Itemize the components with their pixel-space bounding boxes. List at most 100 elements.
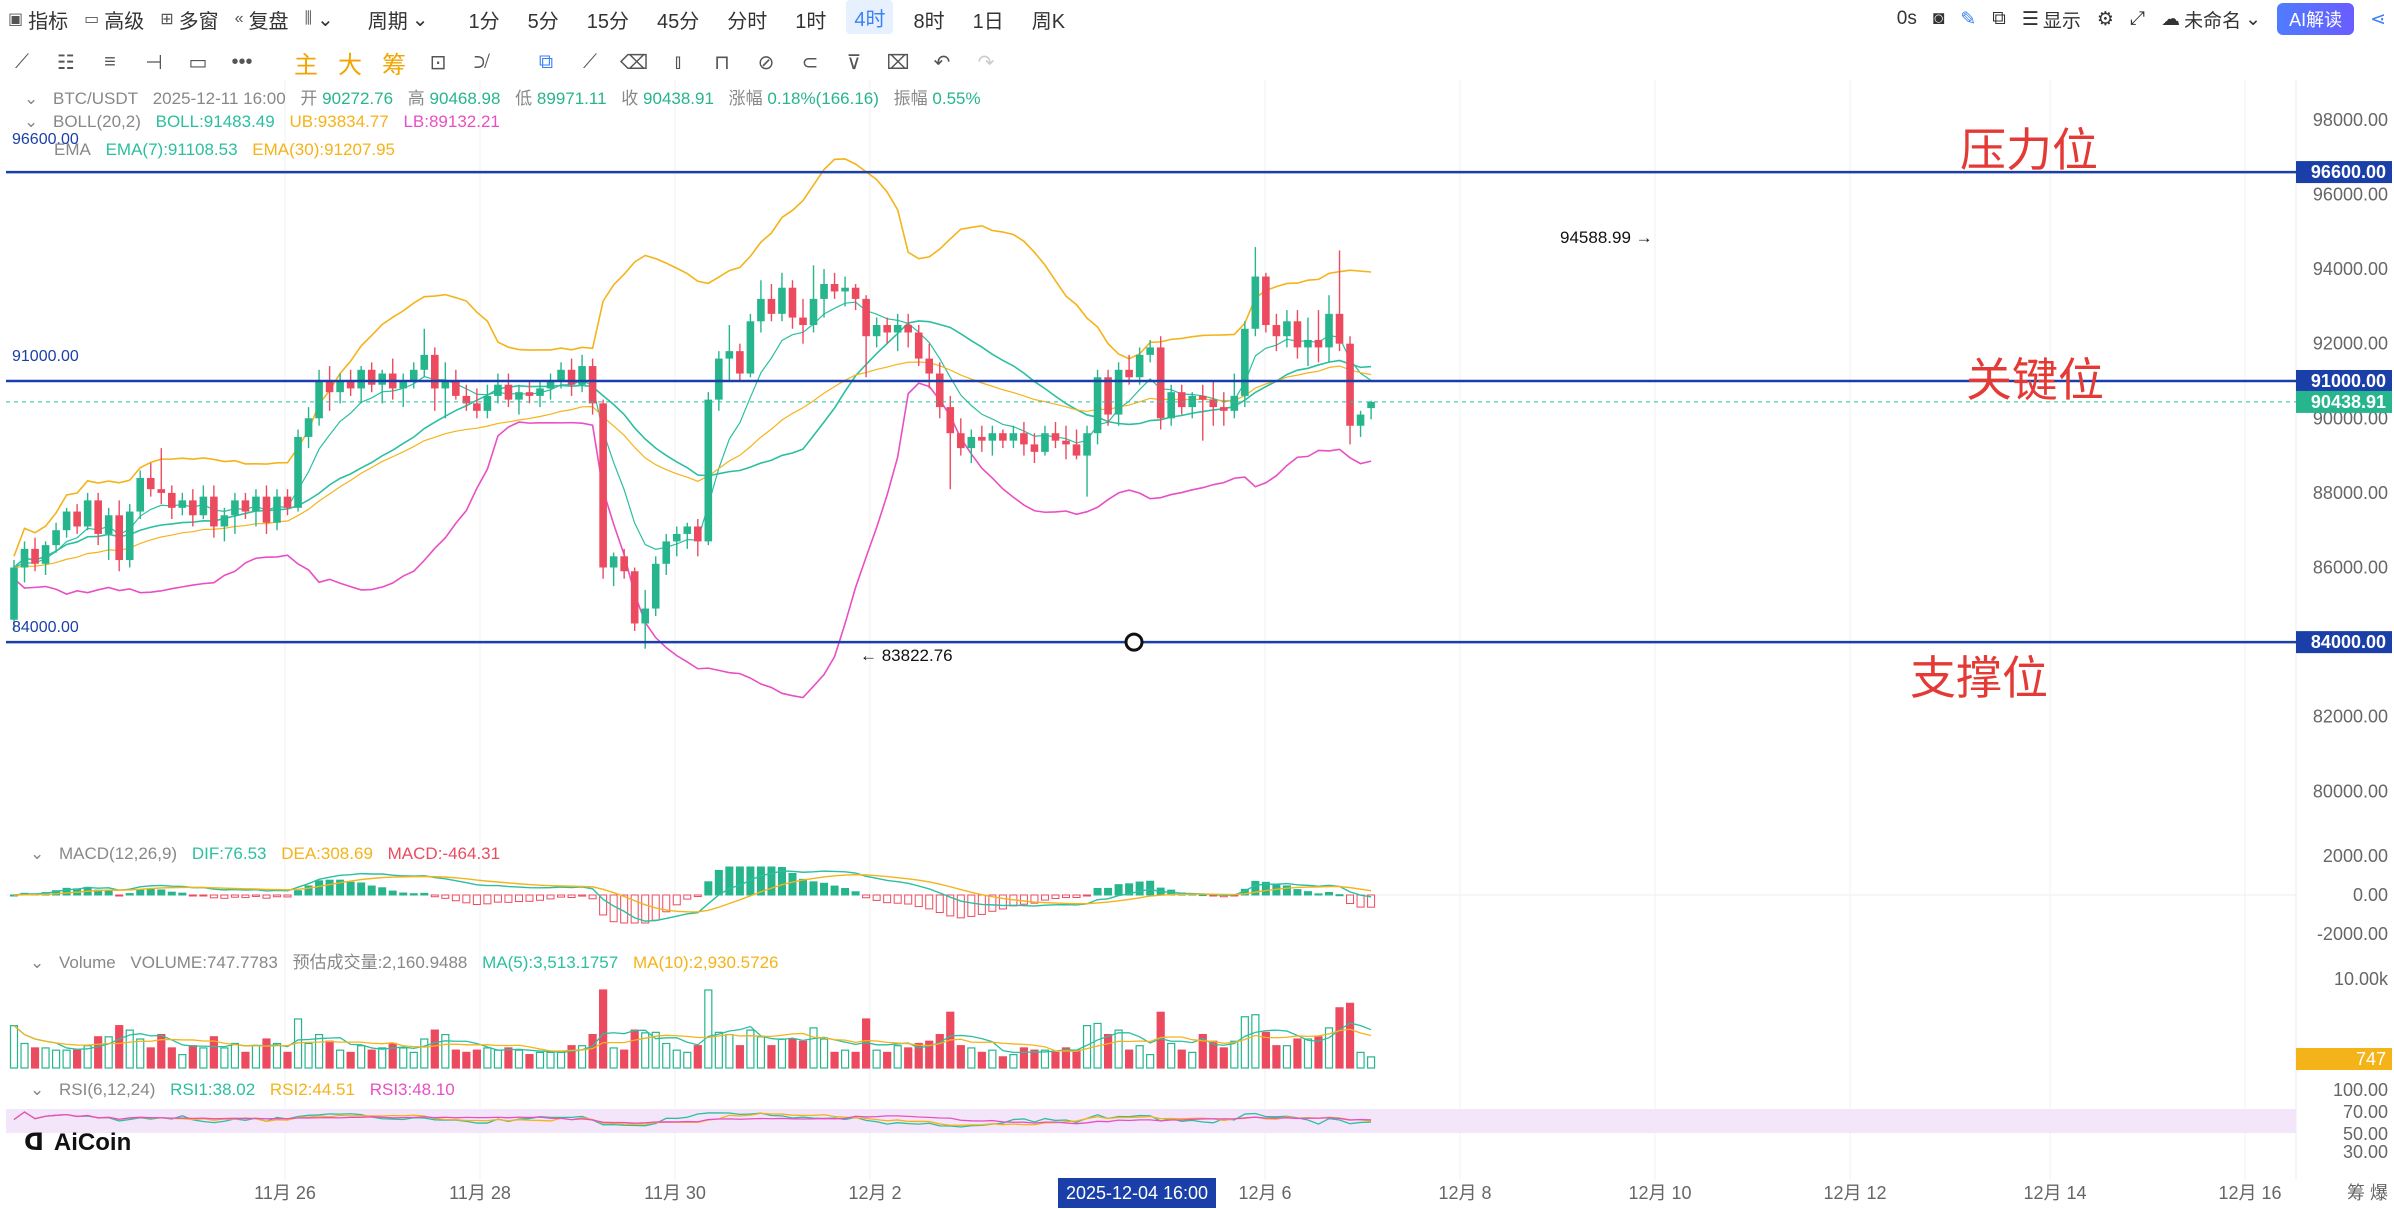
line-tool-icon[interactable]: ⟋ (15, 50, 29, 73)
volume-bar (998, 1056, 1007, 1069)
chart-type-button[interactable]: ⫼ ⌄ (297, 0, 342, 38)
volume-bar (788, 1038, 797, 1069)
volume-bar (1219, 1047, 1228, 1069)
candle-body (231, 500, 239, 516)
period-tab[interactable]: 45分 (656, 10, 700, 33)
alert-icon[interactable]: ⊘ (757, 51, 775, 74)
eraser-icon[interactable]: ⌫ (619, 51, 649, 74)
volume-bar (157, 1033, 166, 1069)
time-tick-label: 12月 6 (1238, 1183, 1291, 1203)
collapse-icon[interactable]: ⌄ (30, 953, 45, 972)
level-label-84000: 84000.00 (12, 619, 79, 636)
price-tick-label: 88000.00 (2313, 483, 2388, 503)
window-icon[interactable]: ⧉ (1992, 8, 2006, 29)
period-tab[interactable]: 5分 (527, 10, 559, 33)
macd-bar (672, 894, 681, 906)
volume-bar (336, 1049, 345, 1069)
macd-bar (1019, 894, 1028, 905)
volume-bar (672, 1049, 681, 1069)
candle-body (1314, 339, 1323, 348)
advanced-button[interactable]: ▭ 高级 (84, 10, 145, 33)
dea-line (13, 873, 1372, 913)
big-order-button[interactable]: 大 (338, 51, 362, 79)
collapse-icon[interactable]: ⌄ (30, 844, 45, 863)
multi-window-button[interactable]: ⊞ 多窗 (160, 10, 219, 33)
period-tab[interactable]: 8时 (913, 10, 945, 33)
candle-body (273, 496, 281, 523)
pressure-annotation: 压力位 (1960, 124, 2098, 176)
collapse-icon[interactable]: ⌄ (24, 89, 39, 108)
macd-bar (525, 894, 534, 902)
brush-icon[interactable]: ⟉ (473, 50, 491, 73)
trash-icon[interactable]: ⌧ (886, 51, 910, 74)
fullscreen-icon[interactable]: ⤢ (2129, 8, 2146, 29)
volume-bar (357, 1045, 366, 1069)
macd-bar (988, 894, 997, 912)
macd-bar (209, 894, 218, 899)
volume-bar (988, 1049, 997, 1069)
undo-icon[interactable]: ↶ (933, 51, 951, 74)
volume-bar (378, 1047, 387, 1069)
price-tag-label: 90438.91 (2311, 392, 2386, 412)
chip-button[interactable]: 筹 (382, 51, 406, 79)
pen-icon[interactable]: ✎ (1960, 8, 1977, 30)
period-tab[interactable]: 1日 (972, 10, 1004, 33)
ruler-icon[interactable]: ⟋ (583, 50, 597, 73)
more-tool-icon[interactable]: ••• (231, 50, 253, 73)
share-icon[interactable]: ⋖ (2370, 8, 2386, 30)
rsi1-line (13, 1111, 1372, 1128)
ai-read-button[interactable]: AI解读 (2269, 0, 2362, 38)
collapse-icon[interactable]: ⌄ (30, 1080, 45, 1099)
macd-bar (588, 894, 597, 900)
hline-tool-icon[interactable]: ≡ (104, 50, 116, 73)
candle-body (1272, 325, 1281, 337)
magnet-icon[interactable]: ⊂ (801, 51, 819, 74)
period-tab[interactable]: 4时 (846, 0, 894, 34)
redo-icon[interactable]: ↷ (977, 51, 995, 74)
period-tab[interactable]: 1分 (468, 10, 500, 33)
period-dropdown[interactable]: 周期 ⌄ (367, 8, 429, 33)
macd-bar (746, 866, 755, 896)
volume-bar (1040, 1049, 1050, 1069)
volume-bar (599, 989, 608, 1069)
copy-icon[interactable]: ⧉ (538, 50, 554, 73)
macd-bar (777, 867, 786, 896)
main-force-button[interactable]: 主 (294, 51, 318, 79)
camera-icon[interactable]: ◙ (1932, 8, 1945, 29)
layout-dropdown[interactable]: ☁ 未命名 ⌄ (2161, 8, 2262, 32)
replay-button[interactable]: «复盘 (234, 10, 289, 33)
volume-bar (641, 1032, 650, 1069)
filter-icon[interactable]: ⊽ (846, 51, 862, 74)
ema-legend: EMA EMA(7):91108.53 EMA(30):91207.95 (54, 140, 395, 159)
candle-body (441, 380, 450, 389)
volume-bar (756, 1036, 766, 1069)
collapse-icon[interactable]: ⌄ (24, 112, 39, 131)
rect-tool-icon[interactable]: ▭ (188, 51, 208, 74)
candle-body (746, 321, 755, 374)
candle-body (104, 515, 113, 534)
chart-area[interactable]: 98000.00 96000.00 94000.00 92000.00 90000.00… (0, 80, 2394, 1209)
candle-body (1114, 369, 1123, 415)
candle-body (283, 496, 292, 508)
candle-body (1062, 440, 1070, 445)
period-tab[interactable]: 周K (1031, 10, 1066, 33)
level-lines (6, 170, 2296, 652)
period-tab[interactable]: 分时 (727, 10, 768, 33)
display-button[interactable]: ☰ 显示 (2021, 8, 2081, 32)
parallel-tool-icon[interactable]: ☷ (57, 51, 75, 74)
candle-body (83, 500, 92, 527)
measure-icon[interactable]: ⊡ (429, 51, 447, 74)
macd-bar (146, 888, 155, 896)
volume-bar (609, 1047, 618, 1069)
period-tab[interactable]: 15分 (586, 10, 629, 33)
macd-bar (220, 894, 229, 899)
candle-tool-icon[interactable]: ⫾ (674, 50, 682, 73)
volume-bar (20, 1042, 29, 1069)
settings-icon[interactable]: ⚙ (2096, 8, 2114, 30)
cross-tool-icon[interactable]: ⊣ (145, 51, 163, 74)
volume-bar (493, 1049, 503, 1069)
lock-icon[interactable]: ⊓ (714, 51, 730, 74)
indicator-button[interactable]: ▣ 指标 (8, 10, 69, 33)
period-tab[interactable]: 1时 (795, 10, 827, 33)
candle-body (494, 384, 502, 396)
